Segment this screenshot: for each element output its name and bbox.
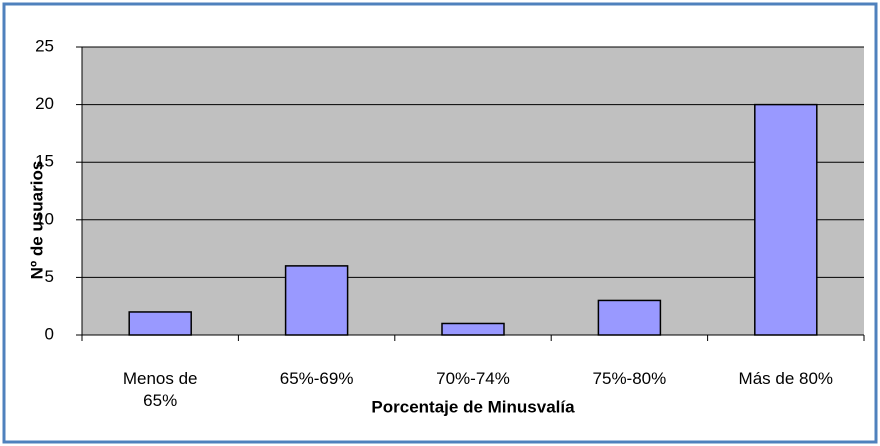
x-tick-label: 70%-74% [436, 369, 510, 388]
bar [754, 103, 818, 336]
x-axis-label: Porcentaje de Minusvalía [371, 397, 575, 416]
y-tick-label: 10 [35, 209, 54, 228]
x-tick-label: 75%-80% [592, 369, 667, 388]
y-tick-label: 25 [35, 36, 54, 55]
bar [597, 299, 662, 336]
bar [128, 311, 192, 336]
y-tick-label: 0 [45, 324, 54, 343]
x-tick-label: Menos de 65% [122, 369, 198, 410]
y-tick-label: 20 [35, 94, 54, 113]
y-tick-label: 5 [45, 267, 54, 286]
y-tick-label: 15 [35, 152, 54, 171]
x-tick-label: Más de 80% [738, 369, 834, 388]
plot-area [82, 47, 864, 335]
x-tick-label: 65%-69% [279, 369, 354, 388]
bar [284, 265, 349, 336]
y-axis-label: Nº de usuarios [27, 161, 46, 280]
bar [441, 322, 505, 336]
